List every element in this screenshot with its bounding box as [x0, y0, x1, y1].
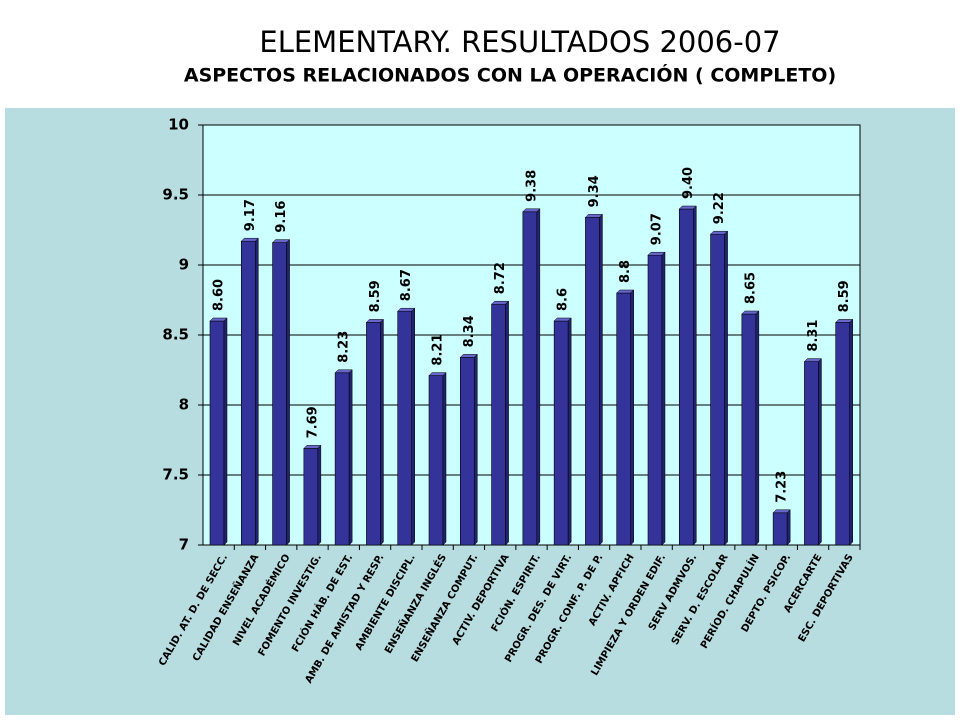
bar: [710, 233, 725, 546]
bar-side: [474, 353, 478, 546]
y-tick-label: 7: [179, 536, 189, 554]
bar-side: [536, 208, 541, 546]
bar-side: [442, 371, 447, 546]
value-label: 8.72: [493, 262, 508, 294]
bar-side: [786, 509, 791, 546]
value-label: 8.6: [556, 288, 571, 311]
bar-side: [818, 357, 822, 546]
value-label: 7.23: [775, 471, 790, 503]
value-label: 8.67: [399, 269, 414, 301]
chart-subtitle: ASPECTOS RELACIONADOS CON LA OPERACIÓN (…: [184, 63, 836, 87]
value-label: 8.59: [368, 280, 383, 312]
value-label: 9.40: [681, 167, 696, 199]
value-label: 8.60: [212, 279, 227, 311]
bar: [772, 512, 788, 546]
value-label: 9.07: [650, 213, 665, 245]
y-tick-label: 7.5: [162, 466, 189, 484]
bar-side: [693, 205, 697, 546]
y-tick-label: 8.5: [162, 326, 189, 344]
bar-side: [411, 307, 415, 546]
bar: [616, 292, 632, 546]
value-label: 8.65: [743, 272, 758, 304]
bar-side: [505, 300, 509, 546]
bar: [272, 242, 287, 546]
bar-side: [755, 310, 760, 546]
y-tick-label: 10: [168, 116, 189, 134]
y-tick-label: 8: [179, 396, 189, 414]
value-label: 8.34: [462, 315, 477, 347]
bar-side: [255, 237, 259, 546]
value-label: 9.16: [274, 201, 289, 233]
bar: [366, 322, 381, 546]
value-label: 8.59: [837, 280, 852, 312]
y-tick-label: 9: [179, 256, 189, 274]
bar: [553, 320, 569, 546]
bar-side: [661, 251, 666, 546]
value-label: 9.17: [243, 199, 258, 231]
bar-side: [567, 317, 572, 546]
bar-side: [380, 318, 384, 546]
y-tick-label: 9.5: [162, 186, 189, 204]
bar: [303, 448, 319, 546]
bar-side: [223, 317, 228, 546]
chart-title: ELEMENTARY. RESULTADOS 2006-07: [259, 25, 780, 59]
bar: [835, 322, 851, 546]
bar: [741, 313, 757, 546]
value-label: 7.69: [305, 406, 320, 438]
value-label: 8.8: [618, 260, 633, 283]
bar-side: [348, 369, 353, 546]
bar-side: [599, 213, 603, 546]
bar: [334, 372, 350, 546]
bar-side: [849, 318, 853, 546]
value-label: 8.23: [337, 331, 352, 363]
bar: [397, 310, 413, 546]
value-label: 9.22: [712, 192, 727, 224]
bar: [647, 254, 663, 546]
bar: [240, 240, 256, 546]
value-label: 8.21: [431, 334, 446, 366]
bar: [428, 375, 444, 546]
bar-side: [724, 230, 728, 546]
bar-side: [317, 444, 322, 546]
bar: [491, 303, 506, 546]
value-label: 8.31: [806, 320, 821, 352]
bar: [459, 357, 475, 546]
value-label: 9.38: [524, 170, 539, 202]
bar: [522, 211, 538, 546]
bar: [678, 208, 694, 546]
bar-side: [286, 238, 290, 546]
bar: [585, 217, 600, 546]
bar: [209, 320, 225, 546]
bar-side: [630, 289, 634, 546]
bar: [804, 361, 819, 546]
value-label: 9.34: [587, 175, 602, 207]
